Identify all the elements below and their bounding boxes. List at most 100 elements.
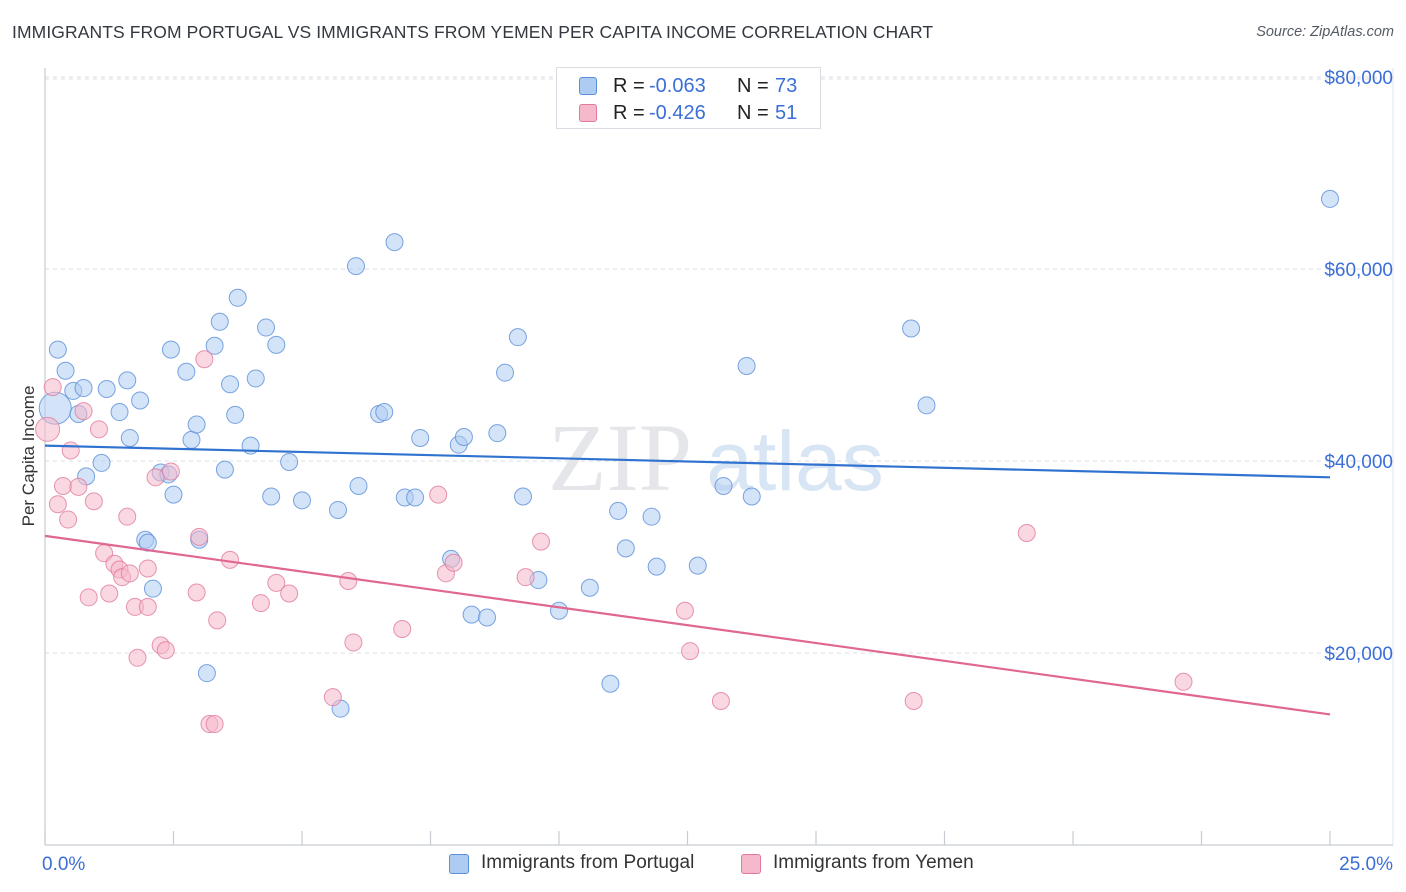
- x-tick-labels: 0.0% 25.0%: [42, 854, 1393, 875]
- stats-box: R = -0.063 N = 73 R = -0.426 N = 51: [556, 67, 821, 129]
- portugal-point: [118, 371, 137, 390]
- yemen-point: [681, 642, 700, 661]
- yemen-point: [161, 462, 180, 481]
- portugal-point: [226, 405, 245, 424]
- portugal-point: [580, 578, 599, 597]
- portugal-point: [609, 501, 628, 520]
- portugal-point: [110, 403, 129, 422]
- portugal-point: [411, 428, 430, 447]
- portugal-r-label: R =: [613, 75, 645, 97]
- portugal-point: [375, 403, 394, 422]
- portugal-point: [143, 579, 162, 598]
- portugal-point: [478, 608, 497, 627]
- yemen-point: [344, 633, 363, 652]
- yemen-point: [267, 573, 286, 592]
- chart-title: IMMIGRANTS FROM PORTUGAL VS IMMIGRANTS F…: [12, 22, 934, 42]
- portugal-point: [714, 476, 733, 495]
- yemen-point: [675, 601, 694, 620]
- portugal-n-value: 73: [775, 75, 798, 97]
- portugal-point: [349, 476, 368, 495]
- yemen-point: [904, 692, 923, 710]
- y-tick-label: $80,000: [1324, 68, 1393, 89]
- yemen-point: [156, 641, 175, 660]
- yemen-point: [74, 402, 93, 421]
- source-label: Source: ZipAtlas.com: [1256, 24, 1394, 40]
- portugal-point: [197, 664, 216, 683]
- portugal-point: [92, 453, 111, 472]
- yemen-point: [208, 611, 227, 630]
- portugal-point: [550, 601, 568, 620]
- yemen-point: [205, 715, 224, 734]
- watermark-zip: ZIP: [548, 404, 692, 511]
- yemen-point: [128, 648, 147, 667]
- y-tick-label: $20,000: [1324, 644, 1393, 665]
- yemen-point: [118, 507, 137, 526]
- yemen-point: [48, 495, 67, 514]
- legend-portugal-label: Immigrants from Portugal: [481, 852, 695, 873]
- portugal-point: [164, 485, 183, 504]
- portugal-point: [346, 257, 365, 276]
- yemen-point: [61, 441, 80, 460]
- portugal-point: [508, 328, 527, 347]
- yemen-point: [190, 527, 209, 546]
- portugal-point: [601, 674, 620, 693]
- portugal-point: [917, 396, 936, 415]
- yemen-point: [79, 588, 98, 607]
- portugal-point: [262, 487, 281, 506]
- yemen-point: [138, 559, 157, 578]
- portugal-point: [182, 430, 201, 449]
- yemen-point: [35, 416, 61, 442]
- portugal-point: [496, 363, 515, 382]
- portugal-point: [328, 500, 347, 519]
- trend-line-portugal: [44, 444, 1331, 479]
- yemen-point: [280, 584, 299, 603]
- portugal-point: [1321, 189, 1339, 208]
- portugal-point: [462, 605, 481, 624]
- yemen-swatch: [579, 104, 597, 122]
- yemen-point: [100, 584, 119, 603]
- yemen-point: [84, 492, 103, 511]
- portugal-point: [215, 460, 234, 479]
- yemen-point: [43, 378, 62, 397]
- yemen-point: [53, 476, 72, 495]
- y-axis-label: Per Capita Income: [19, 386, 38, 527]
- portugal-point: [205, 336, 224, 355]
- portugal-point: [280, 452, 299, 471]
- portugal-point: [514, 487, 533, 506]
- yemen-point: [339, 572, 358, 590]
- portugal-point: [74, 379, 93, 398]
- yemen-r-value: -0.426: [649, 102, 706, 124]
- yemen-point: [195, 350, 214, 369]
- axes: [44, 68, 1394, 846]
- yemen-n-label: N =: [737, 102, 769, 124]
- y-tick-labels: $20,000 $40,000 $60,000 $80,000: [1324, 68, 1393, 665]
- yemen-point: [89, 420, 108, 439]
- yemen-point: [532, 532, 551, 551]
- x-tick-label-min: 0.0%: [42, 854, 85, 875]
- portugal-point: [56, 361, 75, 380]
- portugal-point: [688, 556, 707, 575]
- yemen-point: [138, 597, 157, 616]
- yemen-r-label: R =: [613, 102, 645, 124]
- portugal-point: [454, 428, 473, 446]
- y-tick-label: $40,000: [1324, 452, 1393, 473]
- portugal-point: [488, 424, 507, 443]
- portugal-point: [902, 319, 921, 338]
- portugal-r-value: -0.063: [649, 75, 706, 97]
- series-yemen: [35, 350, 1193, 734]
- portugal-point: [187, 415, 206, 434]
- portugal-point: [210, 312, 229, 331]
- yemen-point: [323, 688, 342, 707]
- portugal-point: [406, 488, 425, 507]
- portugal-point: [385, 233, 404, 252]
- yemen-point: [1174, 672, 1193, 691]
- watermark-atlas: atlas: [706, 414, 883, 508]
- legend-portugal-swatch: [449, 854, 469, 874]
- yemen-n-value: 51: [775, 102, 798, 124]
- portugal-point: [161, 340, 180, 359]
- yemen-point: [69, 477, 88, 496]
- watermark: ZIP atlas: [548, 404, 884, 511]
- portugal-point: [616, 539, 635, 558]
- yemen-point: [393, 620, 412, 638]
